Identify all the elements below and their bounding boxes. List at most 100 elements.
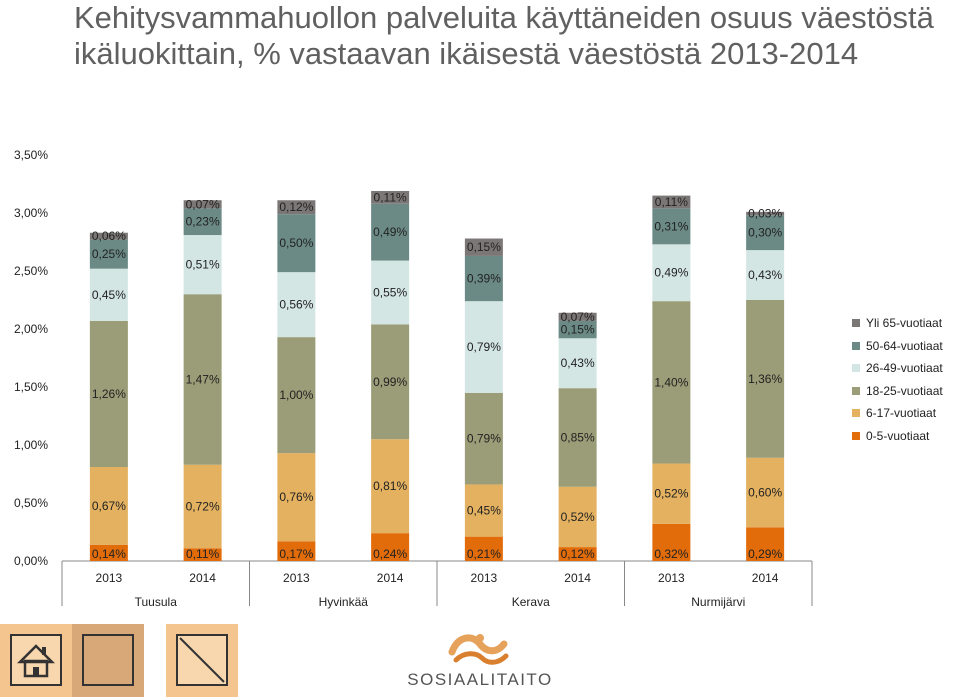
bar-segment [746,300,785,458]
legend-item: 0-5-vuotiaat [852,425,943,448]
data-label: 0,43% [748,268,782,282]
data-label: 0,43% [561,356,595,370]
data-label: 0,31% [654,219,688,233]
data-label: 0,45% [92,288,126,302]
legend-item: 6-17-vuotiaat [852,402,943,425]
legend-label: 50-64-vuotiaat [866,338,943,353]
bar-segment [652,523,691,561]
data-label: 0,49% [373,225,407,239]
bar-segment [89,467,128,545]
y-tick-label: 3,50% [14,148,48,162]
data-label: 0,39% [467,272,501,286]
data-label: 1,40% [654,375,688,389]
data-label: 0,81% [373,479,407,493]
group-label: Nurmijärvi [691,595,745,609]
data-label: 0,17% [279,547,313,561]
data-label: 0,06% [92,229,126,243]
y-tick-label: 2,00% [14,322,48,336]
data-label: 0,60% [748,486,782,500]
data-label: 0,79% [467,432,501,446]
bar-segment [89,239,128,269]
bar-segment [652,463,691,524]
data-label: 0,51% [186,258,220,272]
bar-segment [558,547,597,561]
bar-segment [277,541,316,561]
bar-segment [558,388,597,487]
bar-segment [652,244,691,302]
data-label: 0,56% [279,298,313,312]
bar-segment [371,260,410,325]
data-label: 1,47% [186,372,220,386]
legend-item: 50-64-vuotiaat [852,335,943,358]
data-label: 0,11% [655,195,688,209]
y-tick-label: 0,50% [14,496,48,510]
bar-segment [89,232,128,240]
group-label: Kerava [512,595,550,609]
data-label: 0,99% [373,375,407,389]
bar-segment [464,301,503,393]
legend-label: 0-5-vuotiaat [866,428,930,443]
group-label: Hyvinkää [319,595,369,609]
data-label: 0,12% [279,200,313,214]
bar-segment [558,486,597,548]
data-label: 0,55% [373,285,407,299]
bar-segment [464,255,503,302]
bar-segment [746,527,785,561]
bar-segment [746,250,785,300]
x-tick-label: 2014 [752,571,779,585]
data-label: 0,49% [654,266,688,280]
bar-segment [746,211,785,216]
legend-swatch [852,319,860,328]
data-label: 0,03% [748,207,782,221]
data-label: 0,21% [467,547,501,561]
bar-segment [89,268,128,321]
sosiaalitaito-logo: SOSIAALITAITO [400,630,560,690]
legend-label: 26-49-vuotiaat [866,361,943,376]
bar-segment [746,215,785,251]
box-icon [82,634,134,686]
bar-segment [183,548,222,561]
data-label: 0,24% [373,547,407,561]
nav-square-button[interactable] [72,624,144,697]
home-button[interactable] [0,624,72,697]
data-label: 0,29% [748,547,782,561]
legend-swatch [852,409,860,418]
data-label: 0,32% [654,547,688,561]
bar-segment [277,214,316,273]
data-label: 0,67% [92,499,126,513]
data-label: 0,07% [186,197,220,211]
bar-segment [652,195,691,209]
bar-segment [89,544,128,561]
data-label: 0,23% [186,215,220,229]
data-label: 0,11% [186,547,219,561]
bar-segment [371,439,410,534]
x-tick-label: 2014 [189,571,216,585]
x-tick-label: 2013 [658,571,685,585]
legend-swatch [852,386,860,395]
legend-label: 6-17-vuotiaat [866,406,937,421]
chart-legend: Yli 65-vuotiaat 50-64-vuotiaat 26-49-vuoti… [852,312,943,447]
y-tick-label: 3,00% [14,206,48,220]
data-label: 1,26% [92,387,126,401]
bar-segment [464,536,503,561]
bar-segment [746,457,785,528]
data-label: 0,12% [561,547,595,561]
y-tick-label: 2,50% [14,264,48,278]
bar-segment [277,272,316,338]
bar-segment [183,200,222,209]
data-label: 0,79% [467,340,501,354]
y-tick-label: 1,00% [14,438,48,452]
data-label: 1,00% [279,388,313,402]
data-label: 1,36% [748,372,782,386]
bar-segment [183,464,222,549]
bar-segment [371,533,410,561]
data-label: 0,15% [467,240,501,254]
bar-segment [652,208,691,245]
close-button[interactable] [166,624,238,697]
data-label: 0,85% [561,430,595,444]
bar-segment [277,200,316,215]
data-label: 0,45% [467,504,501,518]
legend-item: 26-49-vuotiaat [852,357,943,380]
x-tick-label: 2014 [564,571,591,585]
bar-segment [652,301,691,464]
